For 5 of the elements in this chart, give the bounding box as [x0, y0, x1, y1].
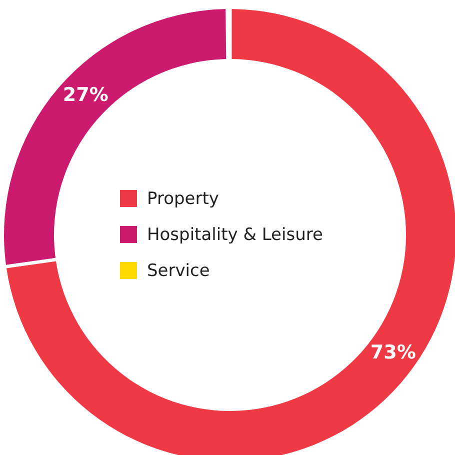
legend-label: Service: [147, 261, 210, 281]
data-label: 27%: [62, 84, 108, 106]
data-label: 73%: [370, 341, 416, 364]
legend-label: Hospitality & Leisure: [147, 225, 323, 245]
legend-label: Property: [147, 189, 219, 209]
